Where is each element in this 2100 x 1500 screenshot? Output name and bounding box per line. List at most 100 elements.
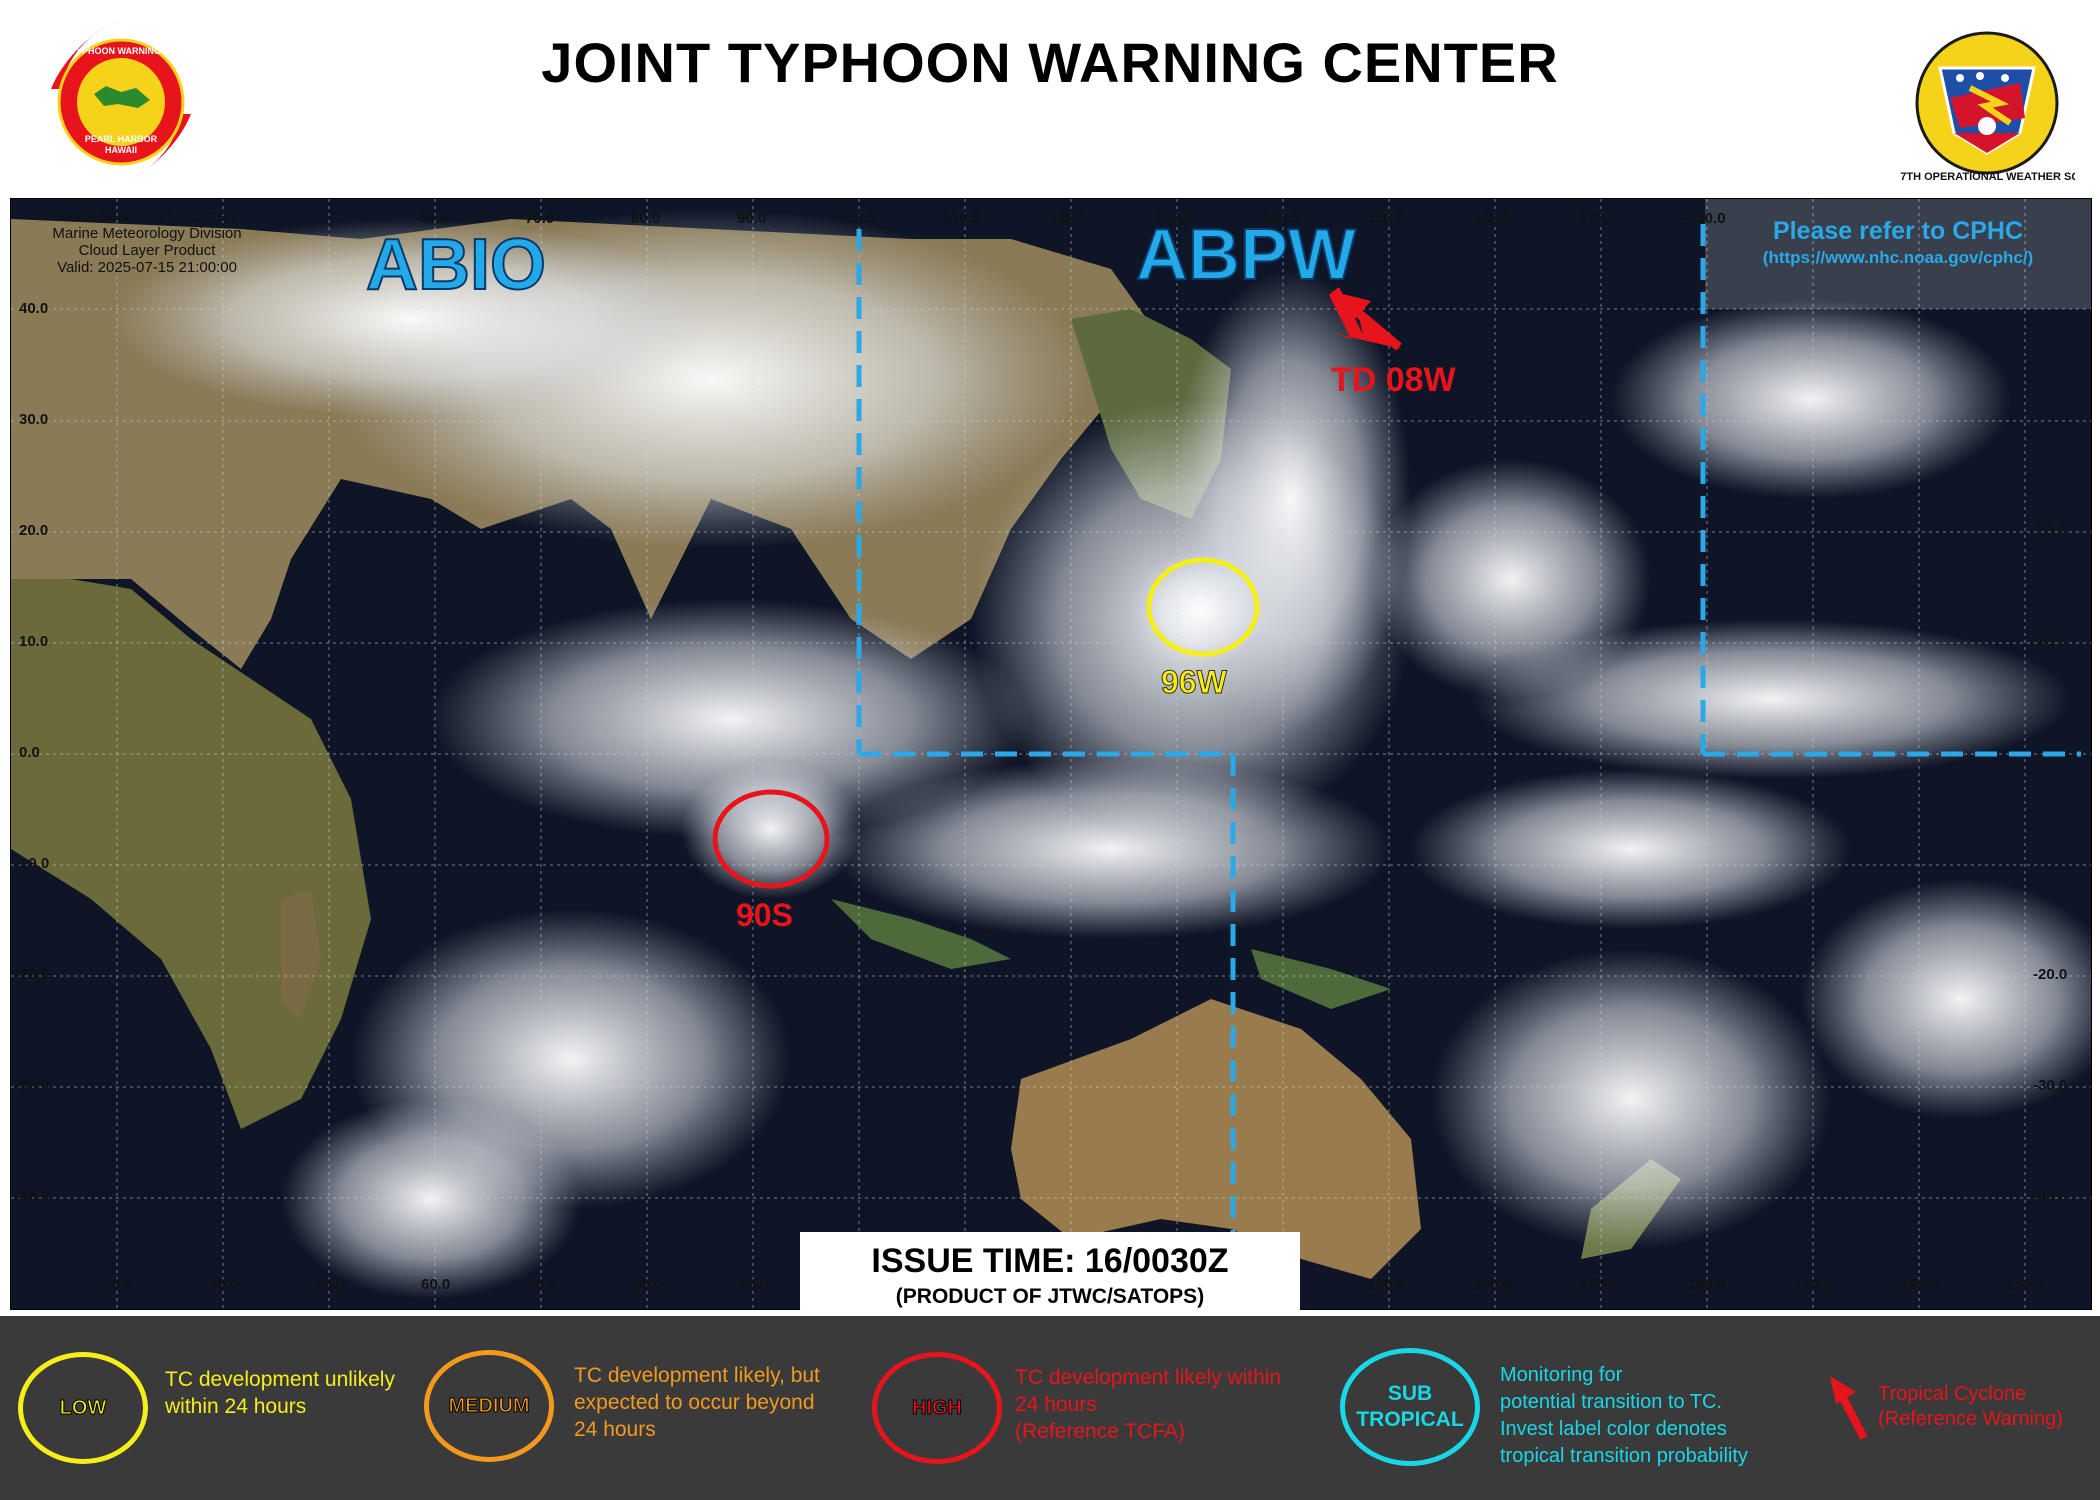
lon-label: 160.0 — [1473, 1276, 1511, 1293]
issue-time: ISSUE TIME: 16/0030Z — [871, 1242, 1229, 1280]
legend-text-line: (Reference TCFA) — [1015, 1420, 1185, 1443]
lon-label: 160.0 — [1473, 210, 1511, 227]
legend-text-line: TC development unlikely — [165, 1368, 395, 1391]
lat-label: 10.0 — [2037, 633, 2066, 650]
legend-text-line: 24 hours — [1015, 1393, 1097, 1416]
cloud-layer — [111, 209, 2091, 1299]
lon-label: 70.0 — [525, 210, 554, 227]
lon-label: 170.0 — [1579, 210, 1617, 227]
jtwc-logo: JOINT TYPHOON WARNING CENTER PEARL HARBO… — [46, 19, 196, 184]
legend-subtropical-label-1: SUB — [1387, 1382, 1433, 1405]
lon-label: 140.0 — [1261, 210, 1299, 227]
lon-label: 100.0 — [837, 210, 875, 227]
legend-text-line: within 24 hours — [165, 1395, 307, 1418]
lat-label: -40.0 — [2033, 1188, 2067, 1205]
right-lat-labels: 20.0 10.0 -20.0 -30.0 -40.0 — [2033, 522, 2067, 1205]
legend-text-line: (Reference Warning) — [1878, 1408, 2063, 1430]
lon-label: 30.0 — [103, 1276, 132, 1293]
lon-label: 110.0 — [943, 210, 980, 227]
lon-label: -180.0 — [1683, 210, 1726, 227]
invest-90s-marker[interactable]: 90S — [712, 789, 830, 933]
legend-medium-circle: MEDIUM — [424, 1350, 554, 1462]
legend-low-text: TC development unlikely within 24 hours — [165, 1366, 395, 1420]
legend-subtropical-label-2: TROPICAL — [1356, 1408, 1464, 1431]
legend-text-line: Tropical Cyclone — [1878, 1383, 2027, 1405]
lat-label: -30.0 — [15, 1077, 49, 1094]
logo-left-line1: PEARL HARBOR — [85, 134, 158, 144]
lat-label: 40.0 — [19, 300, 48, 317]
page-title: JOINT TYPHOON WARNING CENTER — [541, 31, 1559, 94]
legend-tc-arrow-icon — [1830, 1376, 1868, 1440]
lon-label: -170.0 — [1789, 1276, 1832, 1293]
lat-label: 20.0 — [19, 522, 48, 539]
legend-high-label: HIGH — [912, 1396, 963, 1419]
legend-medium-label: MEDIUM — [448, 1394, 530, 1417]
aor-boundaries — [856, 224, 2081, 1309]
legend-text-line: Monitoring for — [1500, 1364, 1623, 1386]
cphc-note: Please refer to CPHC — [1773, 217, 2023, 245]
region-abpw: ABPW — [1136, 215, 1356, 295]
legend-low-circle: LOW — [18, 1352, 148, 1464]
map-svg: Please refer to CPHC (https://www.nhc.no… — [11, 199, 2091, 1309]
td-08w-marker[interactable]: TD 08W — [1329, 287, 1457, 399]
source-line: Valid: 2025-07-15 21:00:00 — [57, 259, 237, 276]
legend-high-circle: HIGH — [872, 1352, 1002, 1464]
logo-left-arc-text: JOINT TYPHOON WARNING CENTER — [46, 46, 196, 56]
logo-right-text: 17TH OPERATIONAL WEATHER SQ — [1900, 171, 2075, 183]
legend-text-line: 24 hours — [574, 1418, 656, 1441]
lon-label: 130.0 — [1155, 210, 1193, 227]
invest-90s-label: 90S — [736, 897, 793, 933]
issue-box: ISSUE TIME: 16/0030Z (PRODUCT OF JTWC/SA… — [800, 1232, 1300, 1316]
issue-product: (PRODUCT OF JTWC/SATOPS) — [895, 1285, 1205, 1308]
logo-left-line2: HAWAII — [105, 145, 137, 155]
lon-label: 150.0 — [1367, 210, 1405, 227]
lat-label: -10.0 — [15, 855, 49, 872]
lat-label: 10.0 — [19, 633, 48, 650]
lon-label: -160.0 — [1895, 1276, 1938, 1293]
header: JOINT TYPHOON WARNING CENTER JOINT TYPHO… — [0, 0, 2100, 198]
legend-text-line: Invest label color denotes — [1500, 1418, 1727, 1440]
lat-label: -40.0 — [15, 1188, 49, 1205]
source-info: Naval Research Laboratory Marine Meteoro… — [52, 208, 242, 276]
lon-label: 60.0 — [421, 1276, 450, 1293]
lon-label: 80.0 — [633, 1276, 662, 1293]
legend-text-line: potential transition to TC. — [1500, 1391, 1722, 1413]
satellite-map: Please refer to CPHC (https://www.nhc.no… — [10, 198, 2092, 1310]
invest-96w-marker[interactable]: 96W — [1146, 557, 1260, 701]
legend-medium-text: TC development likely, but expected to o… — [574, 1362, 820, 1443]
lon-label: 90.0 — [739, 1276, 768, 1293]
td-08w-label: TD 08W — [1331, 361, 1457, 399]
lat-label: -20.0 — [15, 966, 49, 983]
region-abio: ABIO — [366, 225, 546, 305]
lat-label: 0.0 — [19, 744, 40, 761]
lon-label: -180.0 — [1683, 1276, 1726, 1293]
legend-text-line: tropical transition probability — [1500, 1445, 1748, 1467]
lon-label: 60.0 — [419, 210, 448, 227]
lat-label: -20.0 — [2033, 966, 2067, 983]
legend-high-text: TC development likely within 24 hours (R… — [1015, 1364, 1281, 1445]
cphc-region — [1705, 199, 2091, 309]
lon-label: 80.0 — [631, 210, 660, 227]
lon-label: 40.0 — [209, 1276, 238, 1293]
legend-low-label: LOW — [59, 1396, 107, 1419]
lon-label: -150.0 — [2001, 1276, 2044, 1293]
source-line: Marine Meteorology Division — [52, 225, 242, 242]
legend-subtropical-circle: SUB TROPICAL — [1340, 1348, 1480, 1466]
invest-96w-label: 96W — [1161, 664, 1228, 700]
lat-label: 30.0 — [19, 411, 48, 428]
legend-text-line: expected to occur beyond — [574, 1391, 815, 1414]
top-lon-labels: 60.0 70.0 80.0 90.0 100.0 110.0 120.0 13… — [419, 210, 1726, 227]
lat-label: -30.0 — [2033, 1077, 2067, 1094]
bottom-lon-labels: 30.0 40.0 50.0 60.0 70.0 80.0 90.0 150.0… — [103, 1276, 2044, 1293]
ows-logo: 17TH OPERATIONAL WEATHER SQ — [1900, 31, 2075, 183]
left-lat-labels: 40.0 30.0 20.0 10.0 0.0 -10.0 -20.0 -30.… — [15, 300, 49, 1205]
lon-label: 120.0 — [1049, 210, 1087, 227]
source-line: Cloud Layer Product — [78, 242, 216, 259]
lat-label: 20.0 — [2037, 522, 2066, 539]
legend: LOW TC development unlikely within 24 ho… — [0, 1316, 2100, 1500]
lon-label: 150.0 — [1367, 1276, 1405, 1293]
legend-text-line: TC development likely within — [1015, 1366, 1282, 1389]
lon-label: 50.0 — [315, 1276, 344, 1293]
lon-label: 70.0 — [527, 1276, 556, 1293]
legend-subtropical-text: Monitoring for potential transition to T… — [1500, 1362, 1748, 1470]
